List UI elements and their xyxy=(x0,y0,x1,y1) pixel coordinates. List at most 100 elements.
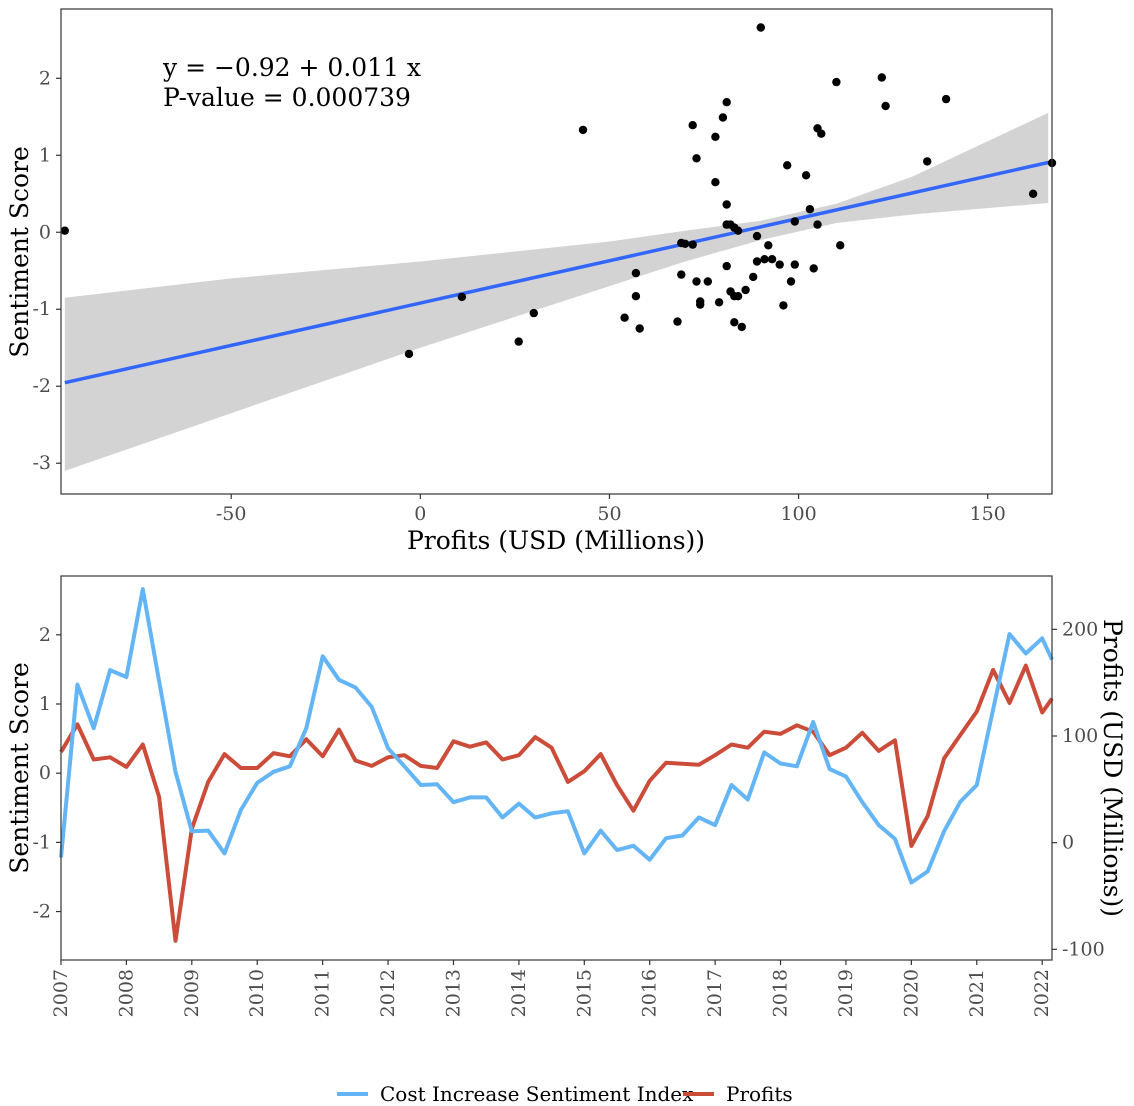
scatter-point xyxy=(733,226,743,235)
x-tick-label: 2009 xyxy=(181,969,203,1017)
x-tick-label: 2021 xyxy=(966,969,988,1017)
scatter-point xyxy=(809,264,818,273)
scatter-point xyxy=(786,277,796,286)
x-tick-label: 0 xyxy=(414,503,426,525)
right-y-tick-label: 0 xyxy=(1062,832,1074,854)
scatter-point xyxy=(760,255,769,264)
scatter-point xyxy=(692,277,701,286)
scatter-point xyxy=(923,157,932,166)
scatter-point xyxy=(813,220,822,229)
scatter-plot-border xyxy=(60,8,1053,495)
timeseries-left-y-axis-title: Sentiment Score xyxy=(5,662,34,874)
x-tick-label: 2014 xyxy=(508,969,530,1017)
x-tick-label: 50 xyxy=(597,503,621,525)
y-tick-label: -2 xyxy=(32,375,51,397)
scatter-point xyxy=(790,217,799,226)
scatter-point xyxy=(741,285,750,295)
scatter-x-axis-title: Profits (USD (Millions)) xyxy=(407,526,705,555)
regression-line-layer xyxy=(64,160,1049,385)
left-y-tick-label: 1 xyxy=(39,693,51,715)
right-y-tick-label: 100 xyxy=(1062,725,1098,747)
scatter-point xyxy=(680,239,690,248)
scatter-point xyxy=(722,261,731,271)
scatter-point xyxy=(733,292,743,301)
left-y-tick-label: 2 xyxy=(39,624,51,646)
regression-equation: y = −0.92 + 0.011 x xyxy=(162,53,421,82)
scatter-point xyxy=(749,272,758,282)
x-tick-label: 2008 xyxy=(115,969,137,1017)
scatter-y-axis-ticks: -3 -2 -1 0 1 2 xyxy=(32,67,61,474)
confidence-band-layer xyxy=(64,112,1049,471)
sentiment-index-line xyxy=(59,587,1054,885)
left-y-tick-label: -1 xyxy=(32,831,51,853)
scatter-point xyxy=(578,125,588,135)
scatter-point xyxy=(801,171,811,180)
x-tick-label: 2010 xyxy=(246,969,268,1017)
scatter-point xyxy=(620,313,629,322)
profits-line xyxy=(59,663,1054,943)
scatter-point xyxy=(692,154,701,163)
scatter-point xyxy=(737,322,746,332)
regression-pvalue: P-value = 0.000739 xyxy=(163,83,411,112)
left-y-tick-label: 0 xyxy=(39,762,51,784)
x-tick-label: 2016 xyxy=(639,969,661,1017)
legend-label-sentiment: Cost Increase Sentiment Index xyxy=(380,1082,694,1106)
left-y-tick-label: -2 xyxy=(32,901,51,923)
scatter-point xyxy=(635,324,644,333)
scatter-point xyxy=(529,308,538,318)
scatter-point xyxy=(832,77,841,87)
regression-line xyxy=(64,160,1049,385)
timeseries-left-y-axis-ticks: -2 -1 0 1 2 xyxy=(32,624,61,923)
scatter-point xyxy=(514,337,523,346)
scatter-point xyxy=(756,23,765,32)
y-tick-label: 0 xyxy=(39,221,51,243)
timeseries-x-axis-ticks: 2007 2008 2009 2010 2011 2012 2013 2014 2015 2016… xyxy=(50,960,1053,1017)
scatter-point xyxy=(764,241,773,250)
y-tick-label: -1 xyxy=(32,298,51,320)
scatter-point xyxy=(711,132,720,141)
y-tick-label: 2 xyxy=(39,67,51,89)
scatter-point xyxy=(1028,189,1038,198)
timeseries-plot-border xyxy=(60,575,1053,961)
x-tick-label: 2019 xyxy=(835,969,857,1017)
x-tick-label: 2017 xyxy=(704,969,726,1017)
right-y-tick-label: -100 xyxy=(1062,938,1105,960)
scatter-point xyxy=(836,241,845,250)
scatter-point xyxy=(711,178,720,187)
scatter-point xyxy=(631,292,641,301)
scatter-point xyxy=(718,113,728,122)
x-tick-label: 2013 xyxy=(443,969,465,1017)
scatter-point xyxy=(688,240,697,249)
x-tick-label: 2011 xyxy=(312,969,334,1017)
right-y-tick-label: 200 xyxy=(1062,618,1098,640)
scatter-point xyxy=(779,301,788,310)
scatter-x-axis-ticks: -50 0 50 100 150 xyxy=(216,494,1006,525)
scatter-point xyxy=(688,121,697,130)
x-tick-label: 150 xyxy=(970,503,1006,525)
scatter-point xyxy=(790,260,799,269)
timeseries-right-y-axis-title: Profits (USD (Millions)) xyxy=(1098,619,1127,917)
y-tick-label: 1 xyxy=(39,144,51,166)
scatter-point xyxy=(631,268,641,278)
timeseries-right-y-axis-ticks: -100 0 100 200 xyxy=(1052,618,1105,960)
scatter-point xyxy=(457,292,467,302)
scatter-y-axis-title: Sentiment Score xyxy=(5,146,34,358)
confidence-band xyxy=(64,112,1049,471)
x-tick-label: 2007 xyxy=(50,969,72,1017)
timeseries-panel: -2 -1 0 1 2 -100 0 100 200 2007 2008 2009 2010 2011… xyxy=(5,575,1127,1017)
scatter-point xyxy=(752,257,762,266)
scatter-point xyxy=(767,255,777,264)
timeseries-plot-area xyxy=(61,576,1052,960)
scatter-point xyxy=(673,317,682,326)
scatter-point xyxy=(730,318,739,327)
x-tick-label: 2018 xyxy=(770,969,792,1017)
scatter-point xyxy=(941,94,951,104)
scatter-point xyxy=(677,270,686,279)
x-tick-label: 100 xyxy=(780,503,816,525)
scatter-point xyxy=(881,101,890,111)
scatter-point xyxy=(722,200,731,209)
scatter-point xyxy=(60,226,69,235)
x-tick-label: -50 xyxy=(216,503,247,525)
scatter-point xyxy=(714,298,724,307)
scatter-point xyxy=(775,260,784,269)
